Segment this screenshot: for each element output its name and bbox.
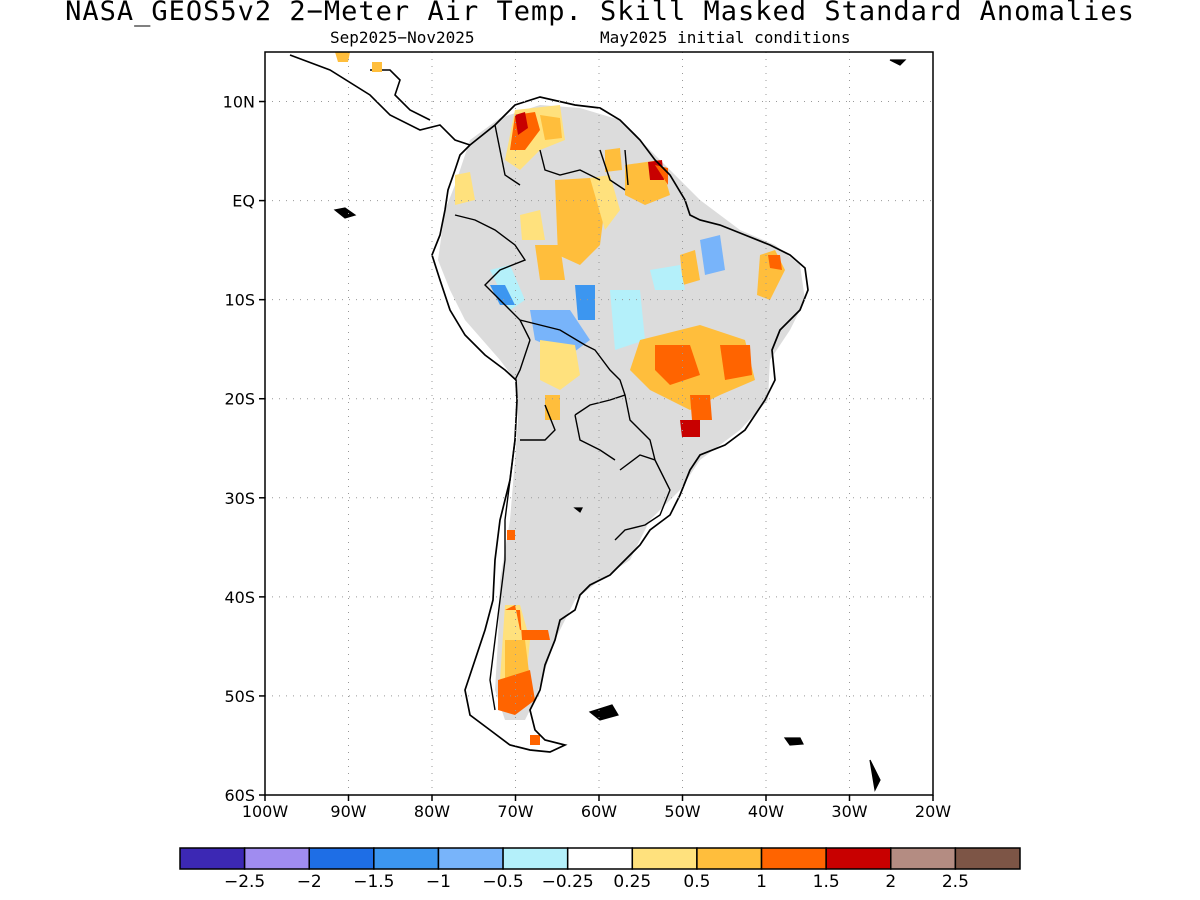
lon-tick-label: 60W xyxy=(581,802,617,821)
lat-tick-label: 30S xyxy=(224,489,255,508)
colorbar-swatch xyxy=(179,847,246,870)
country-borders xyxy=(454,124,671,541)
lon-tick-label: 100W xyxy=(242,802,289,821)
colorbar-label: 2.5 xyxy=(942,872,969,892)
init-subtitle: May2025 initial conditions xyxy=(600,28,851,47)
colorbar-label: −0.5 xyxy=(482,872,523,892)
lon-tick-label: 50W xyxy=(664,802,700,821)
colorbar-swatch xyxy=(308,847,375,870)
colorbar-swatch xyxy=(243,847,310,870)
colorbar-swatch xyxy=(631,847,698,870)
lat-tick-label: 10N xyxy=(223,93,255,112)
colorbar-label: 1.5 xyxy=(813,872,840,892)
colorbar-swatch xyxy=(696,847,763,870)
lon-tick-label: 90W xyxy=(330,802,366,821)
colorbar-swatch xyxy=(825,847,892,870)
lat-tick-label: EQ xyxy=(232,192,255,211)
chile-argentina-border xyxy=(489,439,516,711)
colorbar-swatch xyxy=(954,847,1021,870)
anomaly-fields xyxy=(335,52,785,745)
colorbar-label: −0.25 xyxy=(542,872,594,892)
lon-tick-label: 40W xyxy=(748,802,784,821)
lat-tick-label: 10S xyxy=(224,291,255,310)
lat-tick-label: 50S xyxy=(224,687,255,706)
lat-tick-label: 60S xyxy=(224,786,255,805)
period-subtitle: Sep2025−Nov2025 xyxy=(330,28,475,47)
lat-tick-label: 20S xyxy=(224,390,255,409)
lon-tick-label: 20W xyxy=(915,802,951,821)
colorbar-labels: −2.5 −2 −1.5 −1 −0.5 −0.25 0.25 0.5 1 1.5 2 2.5 xyxy=(224,872,969,892)
islands xyxy=(333,59,907,792)
colorbar-label: −1.5 xyxy=(353,872,394,892)
colorbar-label: 0.5 xyxy=(683,872,710,892)
coastline xyxy=(431,96,809,753)
colorbar-label: −2 xyxy=(297,872,322,892)
lon-tick-label: 80W xyxy=(414,802,450,821)
lat-tick-label: 40S xyxy=(224,588,255,607)
colorbar-label: 0.25 xyxy=(613,872,651,892)
colorbar-label: 2 xyxy=(885,872,896,892)
page-title: NASA_GEOS5v2 2−Meter Air Temp. Skill Mas… xyxy=(65,0,1135,27)
lon-axis: 100W 90W 80W 70W 60W 50W 40W 30W 20W xyxy=(242,795,951,821)
colorbar-label: −1 xyxy=(426,872,451,892)
colorbar-boxes xyxy=(179,847,1021,870)
colorbar-swatch xyxy=(502,847,569,870)
colorbar-swatch xyxy=(566,847,634,870)
lon-tick-label: 70W xyxy=(497,802,533,821)
colorbar-swatch xyxy=(890,847,957,870)
yucatan-coast xyxy=(370,69,431,121)
lon-tick-label: 30W xyxy=(831,802,867,821)
map-canvas xyxy=(289,52,907,792)
central-america-land xyxy=(289,54,471,146)
lat-axis: 10N EQ 10S 20S 30S 40S 50S 60S xyxy=(223,93,265,805)
colorbar-label: 1 xyxy=(756,872,767,892)
colorbar-label: −2.5 xyxy=(224,872,265,892)
colorbar-swatch xyxy=(373,847,440,870)
colorbar-swatch xyxy=(437,847,504,870)
colorbar-swatch xyxy=(760,847,827,870)
